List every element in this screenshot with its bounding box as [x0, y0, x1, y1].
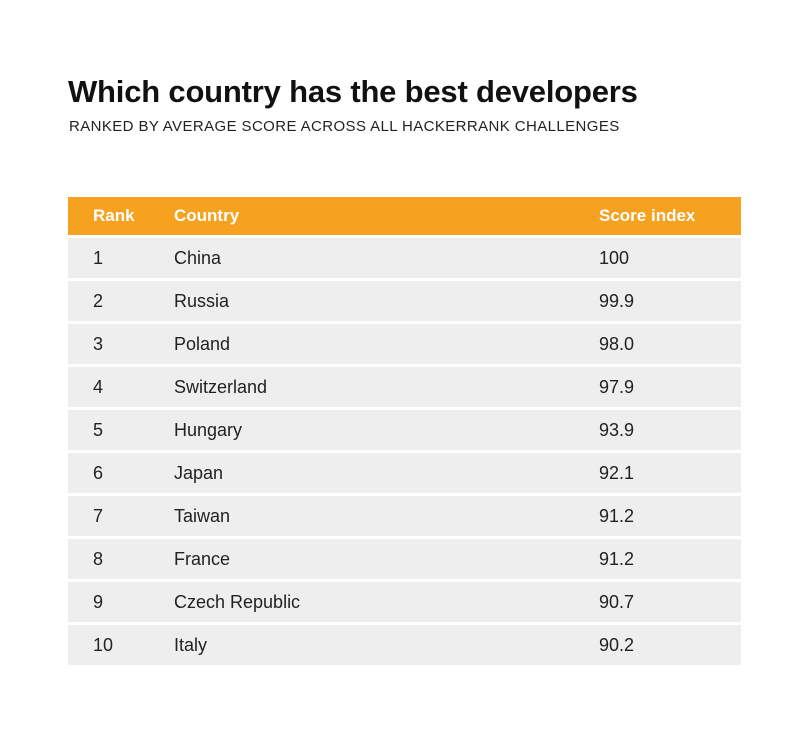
table-row: 3 Poland 98.0 — [68, 324, 741, 364]
chart-title: Which country has the best developers — [68, 74, 638, 109]
country-cell: France — [174, 549, 231, 569]
rank-cell: 10 — [93, 635, 114, 655]
rank-cell: 4 — [93, 377, 104, 397]
country-cell: Poland — [174, 334, 231, 354]
rank-cell: 6 — [93, 463, 104, 483]
rank-cell: 9 — [93, 592, 104, 612]
score-cell: 97.9 — [599, 377, 635, 397]
table-row: 7 Taiwan 91.2 — [68, 496, 741, 536]
table-row: 6 Japan 92.1 — [68, 453, 741, 493]
column-header-score-index: Score index — [599, 206, 696, 225]
country-cell: Taiwan — [174, 506, 231, 526]
table-row: 2 Russia 99.9 — [68, 281, 741, 321]
score-cell: 93.9 — [599, 420, 635, 440]
table-row: 1 China 100 — [68, 238, 741, 278]
score-cell: 100 — [599, 248, 630, 268]
score-cell: 90.7 — [599, 592, 635, 612]
table-row: 5 Hungary 93.9 — [68, 410, 741, 450]
table-row: 10 Italy 90.2 — [68, 625, 741, 665]
rank-cell: 3 — [93, 334, 104, 354]
score-cell: 90.2 — [599, 635, 635, 655]
score-cell: 91.2 — [599, 506, 635, 526]
country-cell: Japan — [174, 463, 224, 483]
rank-cell: 1 — [93, 248, 104, 268]
country-cell: Russia — [174, 291, 230, 311]
country-cell: Switzerland — [174, 377, 268, 397]
column-header-country: Country — [174, 206, 240, 225]
table-row: 4 Switzerland 97.9 — [68, 367, 741, 407]
rank-cell: 7 — [93, 506, 104, 526]
country-cell: Italy — [174, 635, 208, 655]
score-cell: 92.1 — [599, 463, 635, 483]
rank-cell: 2 — [93, 291, 104, 311]
table-row: 8 France 91.2 — [68, 539, 741, 579]
country-cell: Hungary — [174, 420, 243, 440]
column-header-rank: Rank — [93, 206, 135, 225]
table-header-row: Rank Country Score index — [68, 197, 741, 235]
rank-cell: 8 — [93, 549, 104, 569]
table-row: 9 Czech Republic 90.7 — [68, 582, 741, 622]
country-cell: China — [174, 248, 222, 268]
rank-cell: 5 — [93, 420, 104, 440]
ranking-table: Rank Country Score index 1 China 100 2 R… — [68, 197, 741, 668]
country-cell: Czech Republic — [174, 592, 301, 612]
chart-subtitle: RANKED BY AVERAGE SCORE ACROSS ALL HACKE… — [69, 118, 620, 135]
score-cell: 91.2 — [599, 549, 635, 569]
score-cell: 99.9 — [599, 291, 635, 311]
score-cell: 98.0 — [599, 334, 635, 354]
